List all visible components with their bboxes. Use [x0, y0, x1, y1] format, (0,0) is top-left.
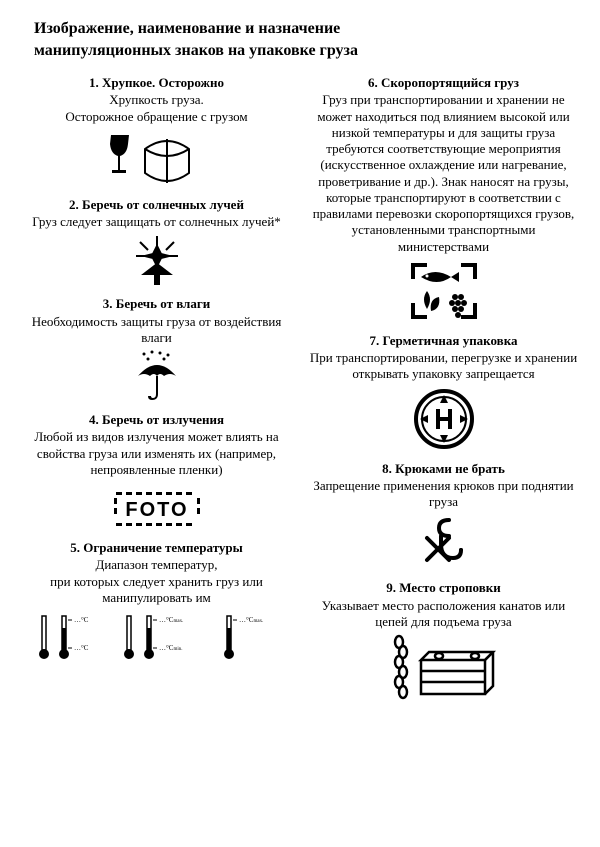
entry-title: 7. Герметичная упаковка: [307, 333, 580, 349]
columns: 1. Хрупкое. ОсторожноХрупкость груза.Ост…: [20, 75, 580, 714]
left-column: 1. Хрупкое. ОсторожноХрупкость груза.Ост…: [20, 75, 293, 714]
entry-title: 4. Беречь от излучения: [20, 412, 293, 428]
thermo-icon: …°C …°C …°Cmax. …°Cmin.: [20, 610, 293, 666]
entry-desc: Необходимость защиты груза от воздействи…: [20, 314, 293, 347]
sling-icon: [307, 634, 580, 704]
entry-title: 8. Крюками не брать: [307, 461, 580, 477]
entry-title: 1. Хрупкое. Осторожно: [20, 75, 293, 91]
page-title: Изображение, наименование и назначение м…: [34, 18, 580, 61]
entry-l-3: 4. Беречь от излученияЛюбой из видов изл…: [20, 412, 293, 530]
entry-desc: Груз следует защищать от солнечных лучей…: [20, 214, 293, 230]
entry-desc: При транспортировании, перегруз­ке и хра…: [307, 350, 580, 383]
perishable-icon: [307, 259, 580, 323]
title-l1: Изображение, наименование и назначение: [34, 20, 340, 37]
sunlight-icon: [20, 234, 293, 286]
right-column: 6. Скоропортящийся грузГруз при транспор…: [307, 75, 580, 714]
entry-l-0: 1. Хрупкое. ОсторожноХрупкость груза.Ост…: [20, 75, 293, 187]
entry-l-2: 3. Беречь от влаги Необходимость защиты г…: [20, 296, 293, 402]
entry-desc: Указывает место расположения кана­тов ил…: [307, 598, 580, 631]
svg-text:FOTO: FOTO: [125, 499, 188, 521]
svg-text:…°Cmin.: …°Cmin.: [159, 644, 183, 652]
entry-desc: Хрупкость груза.Осторожное обращение с г…: [20, 92, 293, 125]
entry-l-1: 2. Беречь от солнечных лучейГруз следует…: [20, 197, 293, 287]
title-l2: манипуляционных знаков на упаковке груза: [34, 42, 358, 59]
foto-icon: FOTO: [20, 482, 293, 530]
svg-text:…°Cmax.: …°Cmax.: [159, 616, 183, 624]
entry-title: 5. Ограничение температуры: [20, 540, 293, 556]
svg-text:…°Cmax.: …°Cmax.: [239, 616, 263, 624]
entry-desc: Любой из видов излучения может вли­ять н…: [20, 429, 293, 478]
svg-text:…°C: …°C: [74, 616, 89, 624]
entry-desc: Диапазон температур,при которых следует …: [20, 557, 293, 606]
entry-r-1: 7. Герметичная упаковкаПри транспортиров…: [307, 333, 580, 451]
svg-text:…°C: …°C: [74, 644, 89, 652]
entry-title: 2. Беречь от солнечных лучей: [20, 197, 293, 213]
umbrella-icon: [20, 350, 293, 402]
entry-r-0: 6. Скоропортящийся грузГруз при транспор…: [307, 75, 580, 323]
entry-desc: Груз при транспортировании и хране­нии н…: [307, 92, 580, 255]
entry-desc: Запрещение применения крюков при подняти…: [307, 478, 580, 511]
entry-r-3: 9. Место строповки Указывает место распол…: [307, 580, 580, 704]
hermetic-icon: [307, 387, 580, 451]
nohook-icon: [307, 514, 580, 570]
entry-r-2: 8. Крюками не братьЗапрещение применения…: [307, 461, 580, 571]
entry-title: 3. Беречь от влаги: [20, 296, 293, 312]
entry-title: 6. Скоропортящийся груз: [307, 75, 580, 91]
entry-l-4: 5. Ограничение температурыДиапазон темпе…: [20, 540, 293, 666]
entry-title: 9. Место строповки: [307, 580, 580, 596]
fragile-icon: [20, 129, 293, 187]
